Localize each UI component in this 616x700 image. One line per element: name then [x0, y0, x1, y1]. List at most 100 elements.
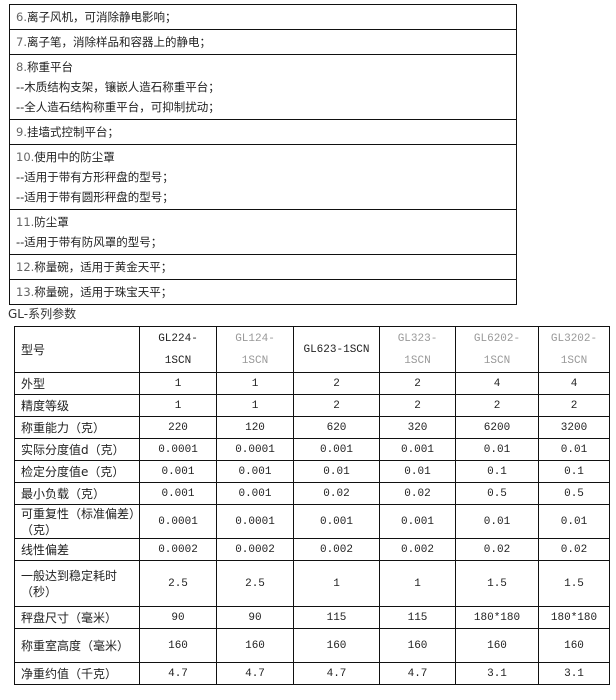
model-header: GL323- 1SCN [379, 326, 456, 373]
spec-value: 4 [455, 372, 539, 395]
row-label: 最小负载（克） [14, 482, 140, 505]
spec-value: 0.0001 [139, 438, 217, 461]
spec-value: 0.01 [538, 504, 610, 539]
accessory-row: 10.使用中的防尘罩 --适用于带有方形秤盘的型号； --适用于带有圆形秤盘的型号； [9, 144, 517, 210]
spec-value: 220 [139, 416, 217, 439]
spec-value: 0.02 [293, 482, 380, 505]
row-label: 检定分度值e（克） [14, 460, 140, 483]
spec-value: 4.7 [379, 662, 456, 685]
spec-value: 0.1 [538, 460, 610, 483]
spec-value: 0.02 [538, 538, 610, 561]
accessory-row: 6.离子风机，可消除静电影响； [9, 4, 517, 30]
accessory-cell: 8.称重平台 --木质结构支架，镶嵌人造石称重平台； --全人造石结构称重平台，可抑… [9, 54, 517, 120]
model-header: GL6202- 1SCN [455, 326, 539, 373]
accessory-row: 12.称量碗，适用于黄金天平； [9, 254, 517, 280]
spec-value: 0.0002 [139, 538, 217, 561]
spec-value: 2 [379, 372, 456, 395]
spec-value: 0.001 [293, 504, 380, 539]
spec-value: 115 [293, 606, 380, 629]
spec-value: 0.02 [455, 538, 539, 561]
spec-value: 160 [379, 628, 456, 663]
spec-value: 320 [379, 416, 456, 439]
spec-value: 6200 [455, 416, 539, 439]
item-number: 8. [16, 60, 27, 74]
item-number: 9. [16, 125, 27, 139]
item-title: 称量碗，适用于珠宝天平； [34, 285, 173, 299]
spec-value: 1 [379, 560, 456, 607]
spec-value: 2 [455, 394, 539, 417]
spec-value: 4.7 [216, 662, 294, 685]
item-detail: --适用于带有圆形秤盘的型号； [16, 190, 174, 204]
spec-value: 0.001 [139, 482, 217, 505]
spec-row: 净重约值（千克） 4.7 4.7 4.7 4.7 3.1 3.1 [14, 662, 610, 685]
spec-value: 3.1 [538, 662, 610, 685]
spec-value: 0.1 [455, 460, 539, 483]
spec-value: 2 [379, 394, 456, 417]
spec-table: 型号 GL224- 1SCN GL124- 1SCN GL623-1SCN GL323- 1S… [14, 326, 610, 685]
item-title: 使用中的防尘罩 [34, 150, 115, 164]
accessory-cell: 9.挂墙式控制平台； [9, 119, 517, 145]
spec-row: 可重复性（标准偏差）（克） 0.0001 0.0001 0.001 0.001 0.01 0… [14, 504, 610, 539]
spec-value: 4 [538, 372, 610, 395]
accessory-cell: 7.离子笔，消除样品和容器上的静电； [9, 29, 517, 55]
spec-value: 2 [293, 372, 380, 395]
accessory-row: 11.防尘罩 --适用于带有防风罩的型号； [9, 209, 517, 255]
accessory-row: 13.称量碗，适用于珠宝天平； [9, 279, 517, 305]
spec-title: GL-系列参数 [8, 307, 77, 321]
item-detail: --适用于带有防风罩的型号； [16, 235, 163, 249]
model-header: GL224- 1SCN [139, 326, 217, 373]
spec-value: 0.5 [455, 482, 539, 505]
accessory-cell: 11.防尘罩 --适用于带有防风罩的型号； [9, 209, 517, 255]
item-title: 离子风机，可消除静电影响； [26, 10, 177, 24]
spec-value: 160 [293, 628, 380, 663]
spec-value: 1 [216, 372, 294, 395]
spec-row: 称重能力（克） 220 120 620 320 6200 3200 [14, 416, 610, 439]
spec-value: 160 [538, 628, 610, 663]
spec-value: 1 [216, 394, 294, 417]
item-title: 防尘罩 [34, 215, 69, 229]
row-label: 净重约值（千克） [14, 662, 140, 685]
spec-value: 0.01 [293, 460, 380, 483]
spec-row: 精度等级 1 1 2 2 2 2 [14, 394, 610, 417]
spec-value: 0.002 [293, 538, 380, 561]
spec-value: 0.001 [379, 438, 456, 461]
spec-row: 秤盘尺寸（毫米） 90 90 115 115 180*180 180*180 [14, 606, 610, 629]
spec-value: 0.5 [538, 482, 610, 505]
spec-value: 160 [139, 628, 217, 663]
spec-value: 0.001 [216, 460, 294, 483]
row-label: 称重室高度（毫米） [14, 628, 140, 663]
spec-value: 0.0001 [139, 504, 217, 539]
spec-value: 3.1 [455, 662, 539, 685]
spec-value: 0.01 [538, 438, 610, 461]
spec-value: 1 [139, 372, 217, 395]
spec-value: 0.002 [379, 538, 456, 561]
spec-value: 0.0001 [216, 438, 294, 461]
spec-row: 外型 1 1 2 2 4 4 [14, 372, 610, 395]
spec-value: 160 [455, 628, 539, 663]
spec-row: 实际分度值d（克） 0.0001 0.0001 0.001 0.001 0.01 0.01 [14, 438, 610, 461]
spec-value: 0.01 [455, 504, 539, 539]
item-title: 称量碗，适用于黄金天平； [34, 260, 173, 274]
spec-value: 90 [216, 606, 294, 629]
spec-value: 1 [293, 560, 380, 607]
row-label: 秤盘尺寸（毫米） [14, 606, 140, 629]
accessory-row: 8.称重平台 --木质结构支架，镶嵌人造石称重平台； --全人造石结构称重平台，可抑… [9, 54, 517, 120]
spec-value: 2.5 [216, 560, 294, 607]
row-label: 外型 [14, 372, 140, 395]
item-detail: --适用于带有方形秤盘的型号； [16, 170, 174, 184]
spec-value: 180*180 [538, 606, 610, 629]
item-detail: --木质结构支架，镶嵌人造石称重平台； [16, 80, 220, 94]
spec-row: 检定分度值e（克） 0.001 0.001 0.01 0.01 0.1 0.1 [14, 460, 610, 483]
spec-value: 0.01 [455, 438, 539, 461]
spec-value: 620 [293, 416, 380, 439]
spec-row: 线性偏差 0.0002 0.0002 0.002 0.002 0.02 0.02 [14, 538, 610, 561]
item-number: 6. [16, 10, 27, 24]
spec-value: 120 [216, 416, 294, 439]
accessory-row: 9.挂墙式控制平台； [9, 119, 517, 145]
spec-value: 0.001 [379, 504, 456, 539]
model-header: GL623-1SCN [293, 326, 380, 373]
spec-value: 4.7 [293, 662, 380, 685]
accessory-cell: 6.离子风机，可消除静电影响； [9, 4, 517, 30]
row-label: 一般达到稳定耗时（秒） [14, 560, 140, 607]
spec-value: 3200 [538, 416, 610, 439]
